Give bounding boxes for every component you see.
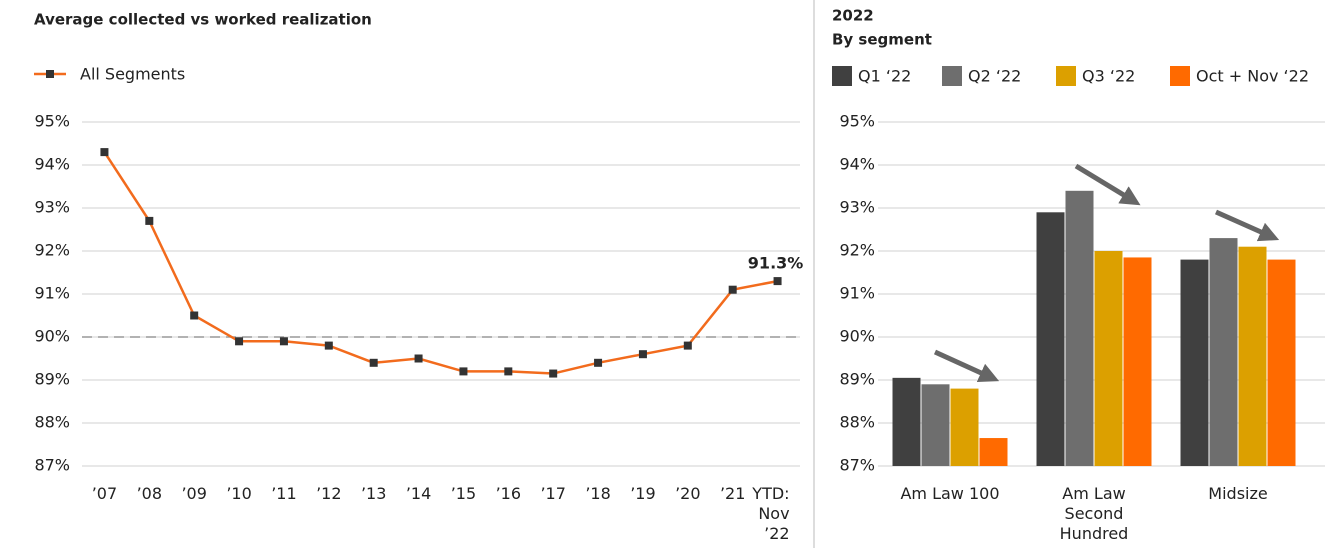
bar <box>1238 246 1267 466</box>
marker <box>279 337 288 346</box>
legend-swatch <box>942 66 962 86</box>
marker <box>594 358 603 367</box>
x-tick-label: Am Law Second Hundred <box>1059 484 1129 543</box>
marker <box>190 311 199 320</box>
legend-marker <box>46 70 54 78</box>
y-tick-label: 91% <box>34 284 70 303</box>
marker <box>728 285 737 294</box>
arrow <box>1214 209 1280 242</box>
legend-label: Q1 ‘22 <box>858 67 911 86</box>
x-tick-label: Midsize <box>1208 484 1268 503</box>
legend-swatch <box>1056 66 1076 86</box>
legend-swatch <box>1170 66 1190 86</box>
x-tick-label: ’08 <box>136 484 163 503</box>
x-tick-label: ’10 <box>226 484 252 503</box>
y-tick-label: 95% <box>839 112 875 131</box>
y-tick-label: 89% <box>839 370 875 389</box>
x-tick-label: ’21 <box>719 484 746 503</box>
bar <box>1065 190 1094 467</box>
bar <box>892 377 921 466</box>
chart-title: Average collected vs worked realization <box>34 11 372 29</box>
x-tick-label: YTD: Nov ’22 <box>752 484 790 543</box>
y-tick-label: 92% <box>839 241 875 260</box>
y-tick-label: 94% <box>839 155 875 174</box>
data-label: 91.3% <box>748 254 804 273</box>
bar <box>1180 259 1209 466</box>
y-tick-label: 90% <box>34 327 70 346</box>
x-tick-label: ’11 <box>271 484 297 503</box>
y-tick-label: 87% <box>839 456 875 475</box>
chart-title: 2022 <box>832 7 874 25</box>
y-tick-label: 93% <box>34 198 70 217</box>
x-tick-label: ’07 <box>91 484 118 503</box>
x-tick-label: ’17 <box>540 484 566 503</box>
x-tick-label: ’09 <box>181 484 207 503</box>
bar <box>921 384 950 466</box>
marker <box>638 350 647 359</box>
y-tick-label: 88% <box>34 413 70 432</box>
y-tick-label: 92% <box>34 241 70 260</box>
x-tick-label: ’12 <box>316 484 342 503</box>
x-tick-label: ’18 <box>585 484 611 503</box>
x-tick-label: ’16 <box>495 484 522 503</box>
x-tick-label: ’14 <box>405 484 432 503</box>
x-tick-label: ’19 <box>630 484 656 503</box>
x-tick-label: ’20 <box>675 484 701 503</box>
y-tick-label: 94% <box>34 155 70 174</box>
bar <box>1094 251 1123 466</box>
bar <box>1267 259 1296 466</box>
legend-label: All Segments <box>80 65 185 84</box>
arrow <box>1074 163 1141 206</box>
y-tick-label: 89% <box>34 370 70 389</box>
x-tick-label: ’15 <box>450 484 477 503</box>
x-tick-label: Am Law 100 <box>900 484 1000 503</box>
bar <box>950 388 979 466</box>
y-tick-label: 88% <box>839 413 875 432</box>
bar <box>1036 212 1065 466</box>
legend-swatch <box>832 66 852 86</box>
y-tick-label: 93% <box>839 198 875 217</box>
line <box>103 151 778 375</box>
marker <box>100 148 109 157</box>
bar <box>979 438 1008 466</box>
x-tick-label: ’13 <box>360 484 387 503</box>
marker <box>324 341 333 350</box>
marker <box>683 341 692 350</box>
marker <box>549 369 558 378</box>
marker <box>235 337 244 346</box>
y-tick-label: 95% <box>34 112 70 131</box>
marker <box>459 367 468 376</box>
bar <box>1123 257 1152 466</box>
legend-label: Q3 ‘22 <box>1082 67 1135 86</box>
marker <box>414 354 423 363</box>
y-tick-label: 91% <box>839 284 875 303</box>
y-tick-label: 87% <box>34 456 70 475</box>
arrow <box>933 349 1000 382</box>
chart-subtitle: By segment <box>832 31 932 49</box>
bar <box>1209 238 1238 466</box>
marker <box>369 358 378 367</box>
trend-arrows <box>933 163 1280 382</box>
marker <box>773 277 782 286</box>
legend-label: Oct + Nov ‘22 <box>1196 67 1309 86</box>
marker <box>504 367 513 376</box>
y-tick-label: 90% <box>839 327 875 346</box>
marker <box>145 216 154 225</box>
legend-label: Q2 ‘22 <box>968 67 1021 86</box>
